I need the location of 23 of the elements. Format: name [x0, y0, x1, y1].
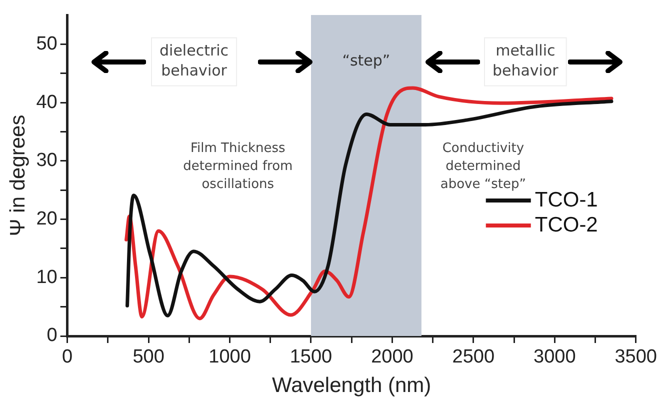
- y-tick-label: 40: [36, 92, 58, 113]
- y-tick-label: 30: [36, 150, 58, 172]
- y-axis-title: Ψ in degrees: [6, 114, 30, 236]
- x-tick-label: 1500: [290, 346, 332, 368]
- legend-label: TCO-1: [534, 188, 598, 212]
- x-tick-label: 500: [132, 346, 164, 368]
- y-tick-label: 20: [36, 208, 58, 230]
- band-label: “step”: [342, 52, 390, 70]
- annotation: Conductivity determined above “step”: [440, 141, 526, 192]
- annotation: dielectric behavior: [160, 42, 229, 80]
- legend-label: TCO-2: [534, 213, 598, 236]
- x-tick-label: 3500: [614, 346, 658, 368]
- x-tick-label: 1000: [208, 346, 251, 368]
- annotation: Film Thickness determined from oscillations: [183, 141, 293, 192]
- annotation: metallic behavior: [492, 42, 560, 80]
- x-tick-label: 2500: [452, 346, 495, 368]
- y-tick-label: 50: [36, 33, 58, 54]
- x-tick-label: 3000: [534, 346, 576, 368]
- y-tick-label: 10: [36, 266, 58, 288]
- x-tick-label: 0: [62, 346, 73, 368]
- x-axis-title: Wavelength (nm): [272, 374, 432, 398]
- y-tick-label: 0: [46, 325, 58, 346]
- x-tick-label: 2000: [371, 346, 414, 368]
